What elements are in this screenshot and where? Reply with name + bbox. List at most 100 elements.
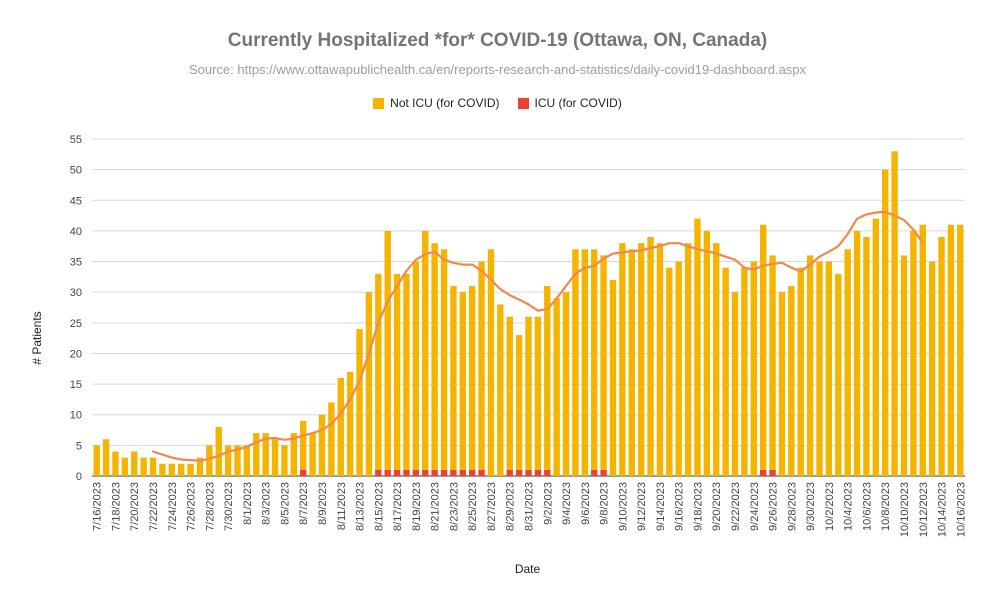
x-tick-label: 8/25/2023: [467, 482, 479, 531]
bar-not-icu: [300, 420, 307, 470]
bar-not-icu: [271, 439, 279, 476]
x-tick-label: 7/22/2023: [148, 482, 160, 531]
bar-not-icu: [403, 273, 410, 470]
bar-icu: [478, 469, 485, 476]
bar-not-icu: [243, 445, 251, 476]
bar-not-icu: [506, 316, 513, 470]
bar-not-icu: [769, 255, 776, 470]
y-tick-label: 10: [70, 410, 82, 422]
x-tick-label: 7/18/2023: [110, 482, 122, 531]
legend: Not ICU (for COVID) ICU (for COVID): [0, 96, 995, 110]
bar-not-icu: [422, 230, 429, 470]
x-tick-label: 7/30/2023: [223, 482, 235, 531]
bar-not-icu: [234, 445, 241, 476]
bar-not-icu: [825, 261, 833, 476]
bar-icu: [506, 469, 513, 476]
x-tick-label: 10/14/2023: [937, 482, 949, 537]
bar-not-icu: [159, 463, 166, 476]
bar-not-icu: [609, 279, 617, 476]
y-axis-label: # Patients: [30, 311, 44, 365]
bar-icu: [384, 469, 391, 476]
bar-not-icu: [112, 451, 119, 476]
x-tick-label: 9/26/2023: [768, 482, 780, 531]
x-tick-label: 10/12/2023: [918, 482, 930, 537]
bar-icu: [403, 469, 410, 476]
x-tick-label: 10/8/2023: [880, 482, 892, 531]
legend-swatch-not-icu: [373, 97, 385, 109]
bar-not-icu: [656, 243, 664, 476]
bar-icu: [468, 469, 476, 476]
x-tick-label: 8/19/2023: [411, 482, 423, 531]
y-tick-label: 20: [70, 348, 82, 360]
y-tick-label: 50: [70, 165, 82, 177]
bar-not-icu: [928, 261, 936, 476]
y-tick-label: 30: [70, 287, 82, 299]
bar-not-icu: [581, 249, 589, 476]
bar-not-icu: [919, 224, 926, 476]
bar-not-icu: [168, 463, 175, 476]
bar-not-icu: [121, 457, 129, 476]
x-tick-label: 9/12/2023: [636, 482, 648, 531]
bar-not-icu: [309, 433, 316, 476]
bar-not-icu: [863, 237, 870, 476]
bar-not-icu: [478, 261, 485, 470]
bar-not-icu: [891, 151, 898, 476]
bar-not-icu: [544, 286, 551, 470]
bar-not-icu: [703, 230, 711, 476]
bar-icu: [459, 469, 466, 476]
bar-not-icu: [262, 433, 269, 476]
bar-not-icu: [459, 292, 466, 470]
bar-not-icu: [872, 218, 880, 476]
y-tick-label: 0: [76, 471, 82, 483]
bar-not-icu: [487, 249, 495, 476]
x-tick-label: 8/7/2023: [298, 482, 310, 525]
x-tick-label: 7/26/2023: [186, 482, 198, 531]
bar-not-icu: [731, 292, 739, 476]
x-tick-label: 9/18/2023: [692, 482, 704, 531]
bar-icu: [534, 469, 542, 476]
bar-icu: [422, 469, 429, 476]
bar-icu: [759, 469, 767, 476]
x-tick-label: 10/16/2023: [955, 482, 967, 537]
bar-not-icu: [290, 433, 298, 476]
x-tick-label: 10/2/2023: [824, 482, 836, 531]
x-tick-label: 8/29/2023: [505, 482, 517, 531]
bar-not-icu: [788, 286, 795, 476]
legend-label-icu: ICU (for COVID): [534, 96, 622, 110]
bar-not-icu: [694, 218, 701, 476]
bar-not-icu: [591, 249, 598, 470]
bar-not-icu: [515, 335, 523, 470]
bar-not-icu: [224, 445, 232, 476]
bar-not-icu: [206, 445, 213, 476]
x-tick-label: 8/27/2023: [486, 482, 498, 531]
bar-not-icu: [572, 249, 579, 476]
bar-not-icu: [375, 273, 382, 470]
bar-not-icu: [938, 237, 945, 476]
x-tick-label: 8/11/2023: [336, 482, 348, 530]
bar-icu: [412, 469, 420, 476]
bar-not-icu: [647, 237, 654, 476]
x-tick-label: 8/13/2023: [355, 482, 367, 531]
bar-not-icu: [759, 224, 767, 470]
bar-not-icu: [882, 169, 889, 477]
bar-not-icu: [177, 463, 185, 476]
bar-not-icu: [346, 371, 354, 476]
bar-not-icu: [93, 445, 100, 476]
bar-icu: [515, 469, 523, 476]
bar-not-icu: [853, 230, 861, 476]
bar-not-icu: [619, 243, 626, 476]
x-axis-label: Date: [514, 562, 541, 576]
bar-not-icu: [562, 292, 570, 476]
bar-not-icu: [412, 261, 420, 470]
x-tick-label: 9/28/2023: [786, 482, 798, 531]
x-tick-label: 7/28/2023: [204, 482, 216, 531]
bar-not-icu: [337, 377, 344, 476]
bar-icu: [544, 469, 551, 476]
bar-not-icu: [637, 243, 645, 476]
bar-not-icu: [431, 243, 438, 470]
x-tick-label: 8/23/2023: [448, 482, 460, 531]
bar-not-icu: [281, 445, 288, 476]
y-tick-label: 45: [70, 195, 82, 207]
x-tick-label: 9/6/2023: [580, 482, 592, 525]
